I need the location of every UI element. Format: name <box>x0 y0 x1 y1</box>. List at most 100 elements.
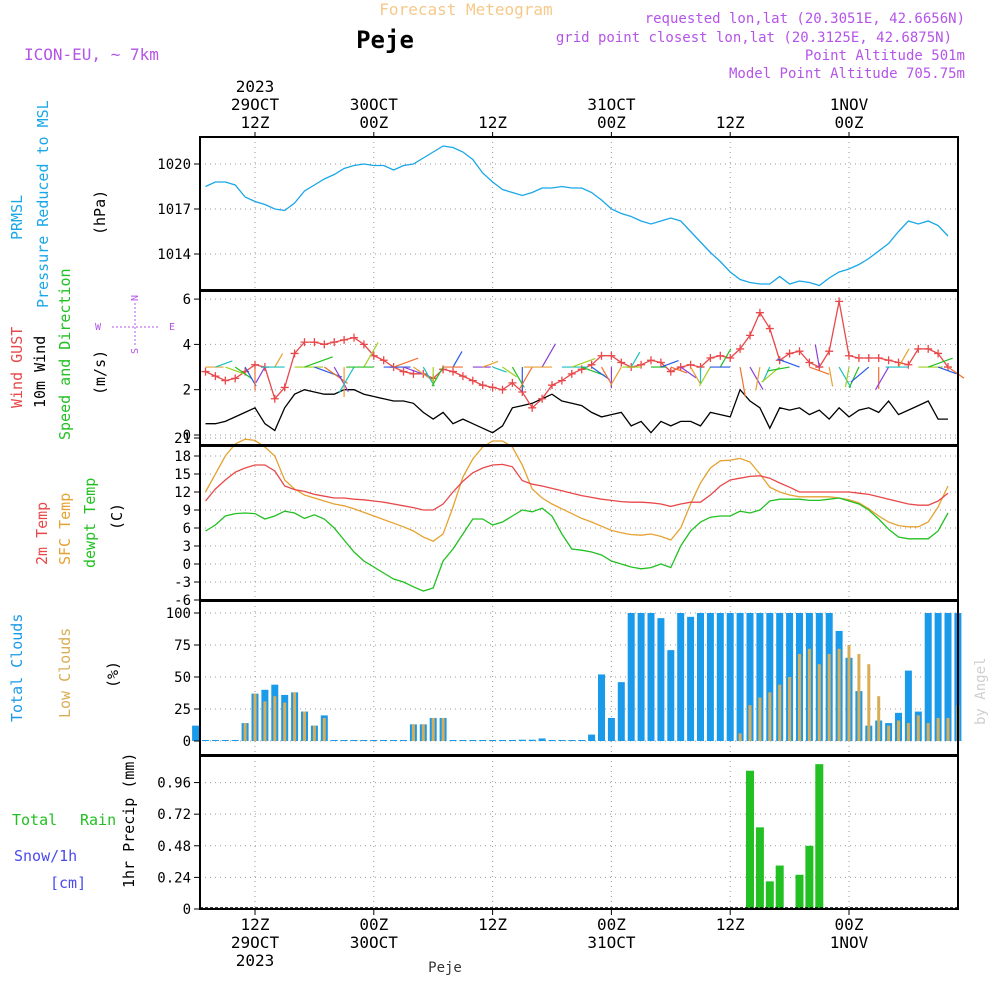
gust-point <box>874 353 883 362</box>
wind-arrow <box>215 360 233 368</box>
wind-arrow <box>739 366 746 397</box>
wind-unit: (m/s) <box>91 350 109 395</box>
ytick-label: -3 <box>174 575 191 591</box>
ytick-label: 100 <box>166 606 191 622</box>
ytick-label: 1020 <box>157 157 191 173</box>
gust-point <box>924 344 933 353</box>
gust-point <box>340 335 349 344</box>
low-cloud-bar <box>837 648 841 741</box>
gust-point <box>478 381 487 390</box>
total-cloud-bar <box>221 740 229 741</box>
pressure-label-1: PRMSL <box>8 195 26 240</box>
dew-label: dewpt Temp <box>81 478 99 568</box>
low-cloud-bar <box>788 677 792 741</box>
wind-arrow <box>897 348 910 368</box>
compass-north: N <box>130 295 141 301</box>
low-cloud-bar <box>273 696 277 741</box>
total-cloud-bar <box>637 613 645 741</box>
total-cloud-bar <box>716 613 724 741</box>
precip-total-label: Total <box>12 811 57 829</box>
location-title: Peje <box>356 26 414 54</box>
wind-arrow <box>630 351 641 368</box>
time-label-top: 12Z <box>241 113 270 132</box>
low-cloud-bar <box>906 723 910 741</box>
t2m-line <box>204 463 949 511</box>
total-cloud-bar <box>469 740 477 741</box>
low-cloud-bar <box>897 720 900 741</box>
time-label-top: 29OCT <box>231 95 280 114</box>
ytick-label: 0 <box>183 734 191 750</box>
gust-point <box>785 349 794 358</box>
low-cloud-bar <box>867 664 871 741</box>
panel-frame-w <box>199 290 959 446</box>
total-cloud-bar <box>924 613 932 741</box>
ytick-label: -6 <box>174 593 191 609</box>
gust-point <box>845 351 853 360</box>
low-cloud-bar <box>778 684 782 741</box>
gust-point <box>290 349 299 358</box>
low-cloud-bar <box>887 725 891 741</box>
wind-arrow <box>660 360 679 368</box>
time-label-bottom: 00Z <box>597 915 626 934</box>
total-cloud-bar <box>202 740 209 741</box>
wind-arrow <box>244 366 257 387</box>
ytick-label: 1017 <box>157 202 191 218</box>
total-clouds-label: Total Clouds <box>8 614 26 722</box>
time-label-top: 30OCT <box>350 95 399 114</box>
model-label: ICON-EU, ~ 7km <box>24 45 159 64</box>
precip-bar <box>775 865 784 909</box>
gust-point <box>864 353 873 362</box>
wind-arrow <box>571 357 596 368</box>
wind-arrow <box>937 366 957 375</box>
wind-arrow <box>502 366 517 378</box>
total-cloud-bar <box>192 725 200 741</box>
wind-arrow <box>541 343 557 368</box>
wind-arrow <box>777 358 800 368</box>
tsfc-line <box>204 438 949 542</box>
point-altitude: Point Altitude 501m <box>805 48 965 64</box>
ytick-label: 18 <box>174 449 191 465</box>
cloud-unit: (%) <box>104 661 122 688</box>
gust-point <box>458 372 467 381</box>
gust-point <box>666 367 675 376</box>
precip-rain-label: Rain <box>80 811 116 829</box>
total-cloud-bar <box>677 613 685 741</box>
ytick-label: 2 <box>183 383 191 399</box>
wind-arrow <box>814 344 820 368</box>
low-cloud-bar <box>916 715 920 741</box>
low-cloud-bar <box>877 696 881 741</box>
precip-bar <box>746 770 754 909</box>
wind-arrow <box>338 366 355 394</box>
gust-point <box>716 351 725 360</box>
ytick-label: 0 <box>183 557 191 573</box>
low-cloud-bar <box>847 645 851 741</box>
time-label-top: 12Z <box>478 113 507 132</box>
precip-bar <box>805 845 814 909</box>
total-cloud-bar <box>944 613 952 741</box>
time-label-bottom: 31OCT <box>587 933 636 952</box>
total-cloud-bar <box>756 613 764 741</box>
ytick-label: 3 <box>183 539 191 555</box>
wind-arrow <box>850 366 870 383</box>
gust-point <box>567 369 576 378</box>
super-title: Forecast Meteogram <box>379 0 552 19</box>
gust-point <box>765 324 774 333</box>
wind-arrow <box>749 366 764 390</box>
ytick-label: 0.96 <box>157 776 191 792</box>
precip-bar <box>815 764 824 909</box>
low-cloud-bar <box>263 701 267 741</box>
time-label-bottom: 2023 <box>236 951 275 970</box>
gust-point <box>795 347 804 356</box>
total-cloud-bar <box>607 717 615 741</box>
wind-arrow <box>431 366 444 387</box>
low-cloud-bar <box>431 717 435 741</box>
wind-arrow <box>519 366 533 390</box>
time-label-top: 12Z <box>716 113 745 132</box>
ytick-label: 75 <box>174 638 191 654</box>
wind-dir-label: Speed and Direction <box>56 268 74 440</box>
gust-point <box>449 367 457 376</box>
panel-frame-r <box>199 755 959 910</box>
panel-frame-t <box>199 445 959 601</box>
ytick-label: 0.72 <box>157 807 191 823</box>
time-label-bottom: 12Z <box>478 915 507 934</box>
